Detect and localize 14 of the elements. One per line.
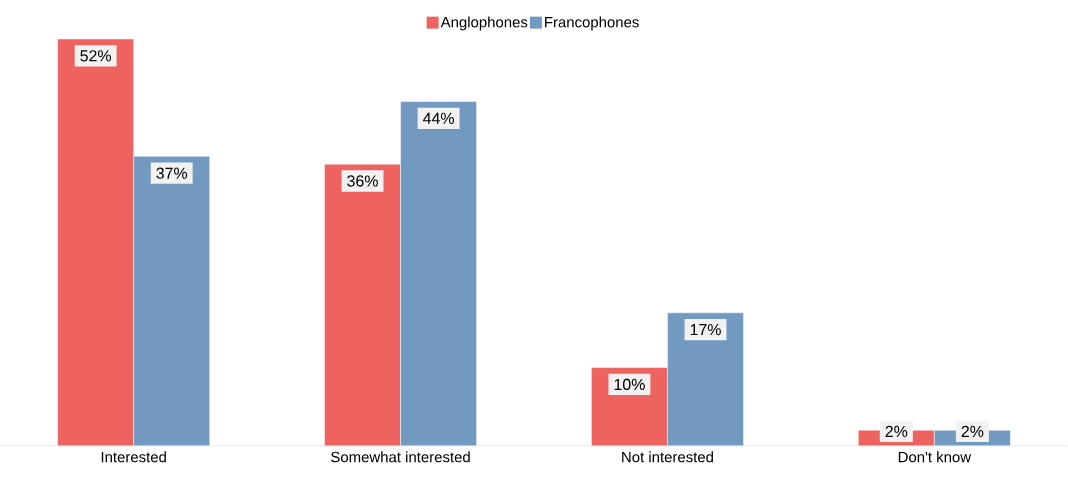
data-label: 2% bbox=[885, 425, 908, 438]
data-label: 44% bbox=[423, 112, 454, 124]
data-label: 36% bbox=[347, 175, 378, 187]
x-tick-label: Interested bbox=[101, 451, 166, 463]
x-tick-label: Not interested bbox=[622, 451, 713, 463]
data-label: 2% bbox=[961, 425, 984, 438]
data-label: 37% bbox=[156, 167, 188, 179]
x-tick-label: Don't know bbox=[898, 451, 972, 463]
data-label: 52% bbox=[80, 50, 112, 62]
x-tick-label: Somewhat interested bbox=[331, 451, 470, 463]
data-label: 10% bbox=[614, 378, 645, 391]
legend-label: Francophones bbox=[545, 16, 639, 31]
data-label: 17% bbox=[690, 324, 721, 336]
legend-label: Anglophones bbox=[440, 16, 528, 31]
